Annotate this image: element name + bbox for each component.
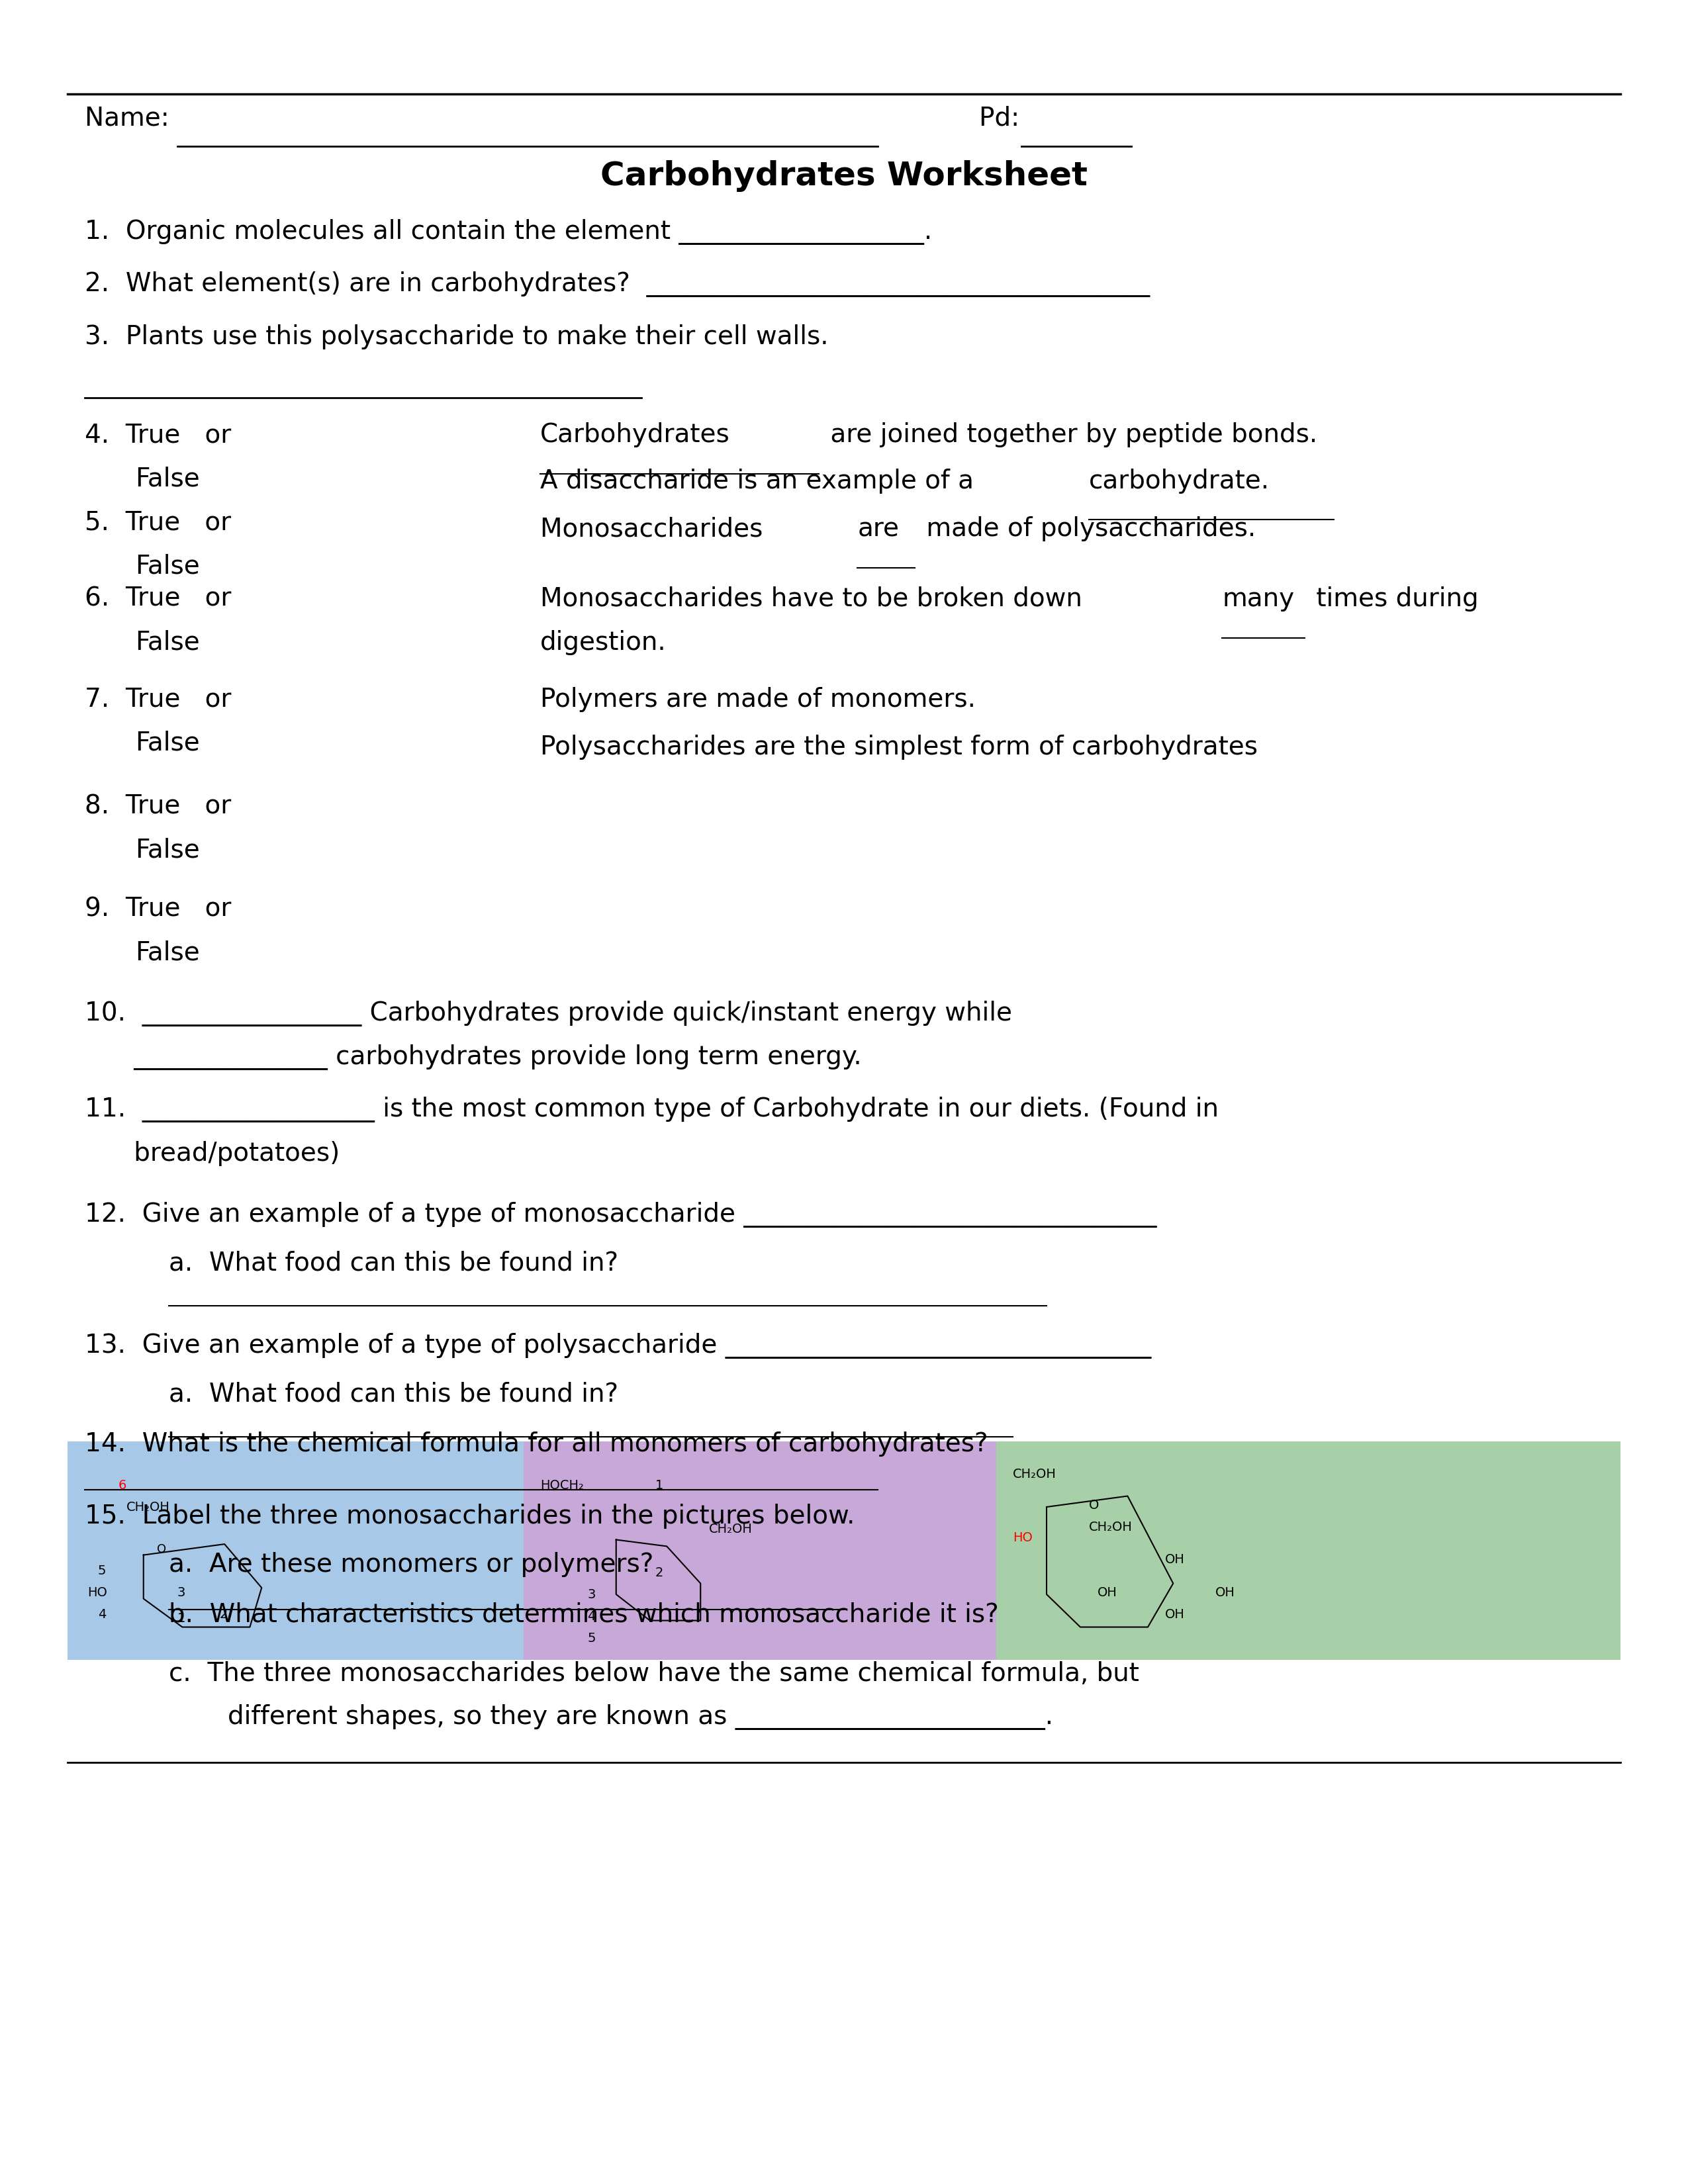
Text: Name:: Name: — [84, 105, 177, 131]
Text: 7.  True   or: 7. True or — [84, 686, 231, 712]
Text: 15.  Label the three monosaccharides in the pictures below.: 15. Label the three monosaccharides in t… — [84, 1503, 854, 1529]
Text: are: are — [858, 515, 900, 542]
Text: CH₂OH: CH₂OH — [709, 1522, 753, 1535]
Text: 14.  What is the chemical formula for all monomers of carbohydrates?: 14. What is the chemical formula for all… — [84, 1431, 987, 1457]
Text: 11.  __________________ is the most common type of Carbohydrate in our diets. (F: 11. __________________ is the most commo… — [84, 1096, 1219, 1123]
Text: OH: OH — [1165, 1607, 1185, 1621]
Text: different shapes, so they are known as ________________________.: different shapes, so they are known as _… — [228, 1704, 1053, 1730]
Text: bread/potatoes): bread/potatoes) — [84, 1140, 339, 1166]
Text: Carbohydrates: Carbohydrates — [540, 422, 729, 448]
Text: 6: 6 — [118, 1479, 127, 1492]
Text: O: O — [157, 1544, 167, 1555]
Text: 1: 1 — [655, 1479, 663, 1492]
Text: a.  Are these monomers or polymers?: a. Are these monomers or polymers? — [169, 1551, 653, 1577]
Text: HO: HO — [1013, 1531, 1033, 1544]
Text: digestion.: digestion. — [540, 629, 667, 655]
Text: HO: HO — [88, 1586, 108, 1599]
Text: False: False — [135, 465, 199, 491]
Text: 1: 1 — [177, 1612, 186, 1625]
Text: are joined together by peptide bonds.: are joined together by peptide bonds. — [822, 422, 1317, 448]
Text: 8.  True   or: 8. True or — [84, 793, 231, 819]
Text: CH₂OH: CH₂OH — [1013, 1468, 1057, 1481]
Text: 5: 5 — [98, 1564, 106, 1577]
Text: Monosaccharides: Monosaccharides — [540, 515, 771, 542]
Text: 6.  True   or: 6. True or — [84, 585, 231, 612]
Text: 12.  Give an example of a type of monosaccharide _______________________________: 12. Give an example of a type of monosac… — [84, 1201, 1156, 1227]
Text: 9.  True   or: 9. True or — [84, 895, 231, 922]
Text: 2.  What element(s) are in carbohydrates?  _____________________________________: 2. What element(s) are in carbohydrates?… — [84, 271, 1150, 297]
Text: many: many — [1222, 585, 1295, 612]
Text: False: False — [135, 553, 199, 579]
Text: 3: 3 — [177, 1586, 186, 1599]
Text: CH₂OH: CH₂OH — [1089, 1520, 1133, 1533]
Text: a.  What food can this be found in?: a. What food can this be found in? — [169, 1249, 618, 1275]
Text: _______________ carbohydrates provide long term energy.: _______________ carbohydrates provide lo… — [84, 1044, 861, 1070]
Text: 1.  Organic molecules all contain the element ___________________.: 1. Organic molecules all contain the ele… — [84, 218, 932, 245]
Text: 4: 4 — [98, 1607, 106, 1621]
Text: 2: 2 — [219, 1607, 228, 1621]
Text: carbohydrate.: carbohydrate. — [1089, 467, 1269, 494]
Text: OH: OH — [1165, 1553, 1185, 1566]
FancyBboxPatch shape — [996, 1441, 1620, 1660]
Text: CH₂OH: CH₂OH — [127, 1500, 170, 1514]
Text: False: False — [135, 629, 199, 655]
Text: 3: 3 — [587, 1588, 596, 1601]
Text: 13.  Give an example of a type of polysaccharide _______________________________: 13. Give an example of a type of polysac… — [84, 1332, 1151, 1358]
Text: Monosaccharides have to be broken down: Monosaccharides have to be broken down — [540, 585, 1090, 612]
Text: A disaccharide is an example of a: A disaccharide is an example of a — [540, 467, 982, 494]
Text: 3.  Plants use this polysaccharide to make their cell walls.: 3. Plants use this polysaccharide to mak… — [84, 323, 829, 349]
Text: a.  What food can this be found in?: a. What food can this be found in? — [169, 1380, 618, 1406]
FancyBboxPatch shape — [68, 1441, 523, 1660]
Text: O: O — [1089, 1498, 1099, 1511]
Text: False: False — [135, 939, 199, 965]
Text: Polymers are made of monomers.: Polymers are made of monomers. — [540, 686, 976, 712]
Text: 4: 4 — [587, 1610, 596, 1623]
Text: Carbohydrates Worksheet: Carbohydrates Worksheet — [601, 159, 1087, 192]
Text: b.  What characteristics determines which monosaccharide it is?: b. What characteristics determines which… — [169, 1601, 999, 1627]
Text: made of polysaccharides.: made of polysaccharides. — [918, 515, 1256, 542]
Text: HOCH₂: HOCH₂ — [540, 1479, 584, 1492]
Text: Pd:: Pd: — [979, 105, 1028, 131]
Text: False: False — [135, 836, 199, 863]
Text: 2: 2 — [655, 1566, 663, 1579]
Text: c.  The three monosaccharides below have the same chemical formula, but: c. The three monosaccharides below have … — [169, 1660, 1139, 1686]
Text: Polysaccharides are the simplest form of carbohydrates: Polysaccharides are the simplest form of… — [540, 734, 1258, 760]
Text: False: False — [135, 729, 199, 756]
Text: 5: 5 — [587, 1631, 596, 1645]
Text: times during: times during — [1308, 585, 1479, 612]
Text: 5.  True   or: 5. True or — [84, 509, 231, 535]
FancyBboxPatch shape — [523, 1441, 996, 1660]
Text: OH: OH — [1097, 1586, 1117, 1599]
Text: OH: OH — [1215, 1586, 1236, 1599]
Text: 4.  True   or: 4. True or — [84, 422, 231, 448]
Text: 10.  _________________ Carbohydrates provide quick/instant energy while: 10. _________________ Carbohydrates prov… — [84, 1000, 1011, 1026]
